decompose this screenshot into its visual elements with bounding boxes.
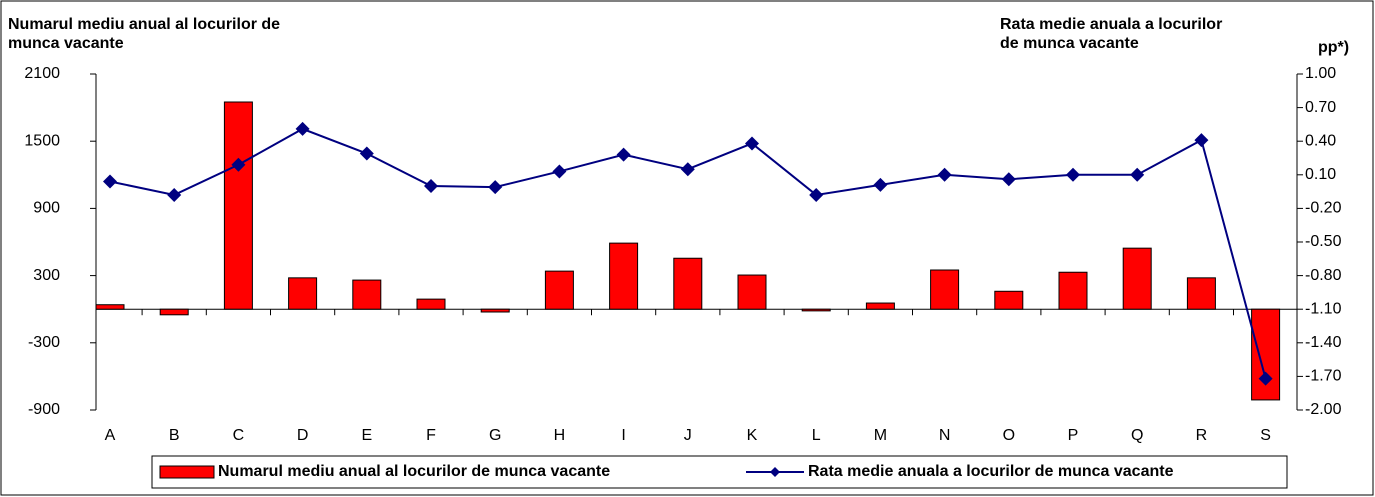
legend-swatch xyxy=(159,465,215,479)
bar xyxy=(352,279,382,310)
marker xyxy=(424,179,438,193)
x-tick-label: B xyxy=(169,427,180,444)
x-tick-label: D xyxy=(297,427,309,444)
y-tick-label: 900 xyxy=(33,200,60,217)
y2-tick-label: 1.00 xyxy=(1305,65,1336,82)
marker xyxy=(873,177,888,192)
marker xyxy=(359,146,374,161)
marker xyxy=(937,167,952,182)
y-tick-label: 1500 xyxy=(24,132,60,149)
x-tick-label: L xyxy=(812,427,821,444)
x-tick-label: C xyxy=(233,427,245,444)
bar xyxy=(223,101,253,310)
bar xyxy=(1251,308,1281,401)
bar xyxy=(159,308,189,316)
bar xyxy=(994,290,1024,310)
marker xyxy=(552,164,567,179)
bar xyxy=(1186,277,1216,310)
x-tick-label: K xyxy=(747,427,758,444)
marker xyxy=(1258,371,1273,386)
marker xyxy=(680,162,695,177)
marker xyxy=(809,187,824,202)
x-tick-label: O xyxy=(1003,427,1015,444)
y-tick-label: -300 xyxy=(28,334,60,351)
x-tick-label: R xyxy=(1196,427,1208,444)
marker xyxy=(745,136,759,151)
x-tick-label: E xyxy=(361,427,372,444)
marker xyxy=(1194,133,1209,148)
x-tick-label: A xyxy=(105,427,116,444)
y2-tick-label: 0.40 xyxy=(1305,132,1336,149)
bar xyxy=(1122,247,1152,310)
bar xyxy=(801,308,831,312)
x-tick-label: N xyxy=(939,427,951,444)
y2-tick-label: 0.70 xyxy=(1305,99,1336,116)
bar xyxy=(544,270,574,310)
x-tick-label: F xyxy=(426,427,436,444)
x-tick-label: G xyxy=(489,427,501,444)
x-tick-label: H xyxy=(554,427,566,444)
y2-tick-label: -0.80 xyxy=(1305,267,1342,284)
x-tick-label: Q xyxy=(1131,427,1143,444)
bar xyxy=(673,257,703,310)
bar xyxy=(930,269,960,310)
y-tick-label: 300 xyxy=(33,267,60,284)
marker xyxy=(103,174,117,189)
bar xyxy=(95,304,125,310)
bar xyxy=(480,308,510,313)
marker xyxy=(616,147,631,162)
x-tick-label: M xyxy=(874,427,887,444)
bar xyxy=(865,302,895,310)
marker xyxy=(167,187,182,202)
bar xyxy=(416,298,446,310)
marker xyxy=(1001,172,1016,187)
bar xyxy=(1058,271,1088,310)
y-axis-label: Numarul mediu anual al locurilor de munc… xyxy=(8,16,281,52)
marker xyxy=(488,180,503,195)
marker xyxy=(1130,167,1145,182)
y2-unit: pp*) xyxy=(1318,39,1350,56)
marker xyxy=(1066,167,1080,182)
y2-tick-label: -0.20 xyxy=(1305,200,1342,217)
x-tick-label: J xyxy=(684,427,692,444)
y-tick-label: -900 xyxy=(28,401,60,418)
bar xyxy=(609,242,639,310)
bar xyxy=(737,274,767,310)
y2-tick-label: -0.50 xyxy=(1305,233,1342,250)
y2-axis-label: Rata medie anuala a locurilor de munca v… xyxy=(1000,16,1223,52)
y2-tick-label: 0.10 xyxy=(1305,166,1336,183)
y2-tick-label: -1.40 xyxy=(1305,334,1342,351)
y2-tick-label: -1.10 xyxy=(1305,300,1342,317)
x-tick-label: I xyxy=(621,427,625,444)
marker xyxy=(295,121,310,136)
legend-box xyxy=(151,455,1288,489)
y-tick-label: 2100 xyxy=(24,65,60,82)
legend-label: Rata medie anuala a locurilor de munca v… xyxy=(808,463,1174,480)
bar xyxy=(288,277,318,310)
legend-label: Numarul mediu anual al locurilor de munc… xyxy=(218,463,610,480)
y2-tick-label: -2.00 xyxy=(1305,401,1342,418)
marker xyxy=(231,157,246,172)
legend-marker xyxy=(770,467,780,477)
x-tick-label: P xyxy=(1068,427,1079,444)
y2-tick-label: -1.70 xyxy=(1305,368,1342,385)
x-tick-label: S xyxy=(1260,427,1271,444)
